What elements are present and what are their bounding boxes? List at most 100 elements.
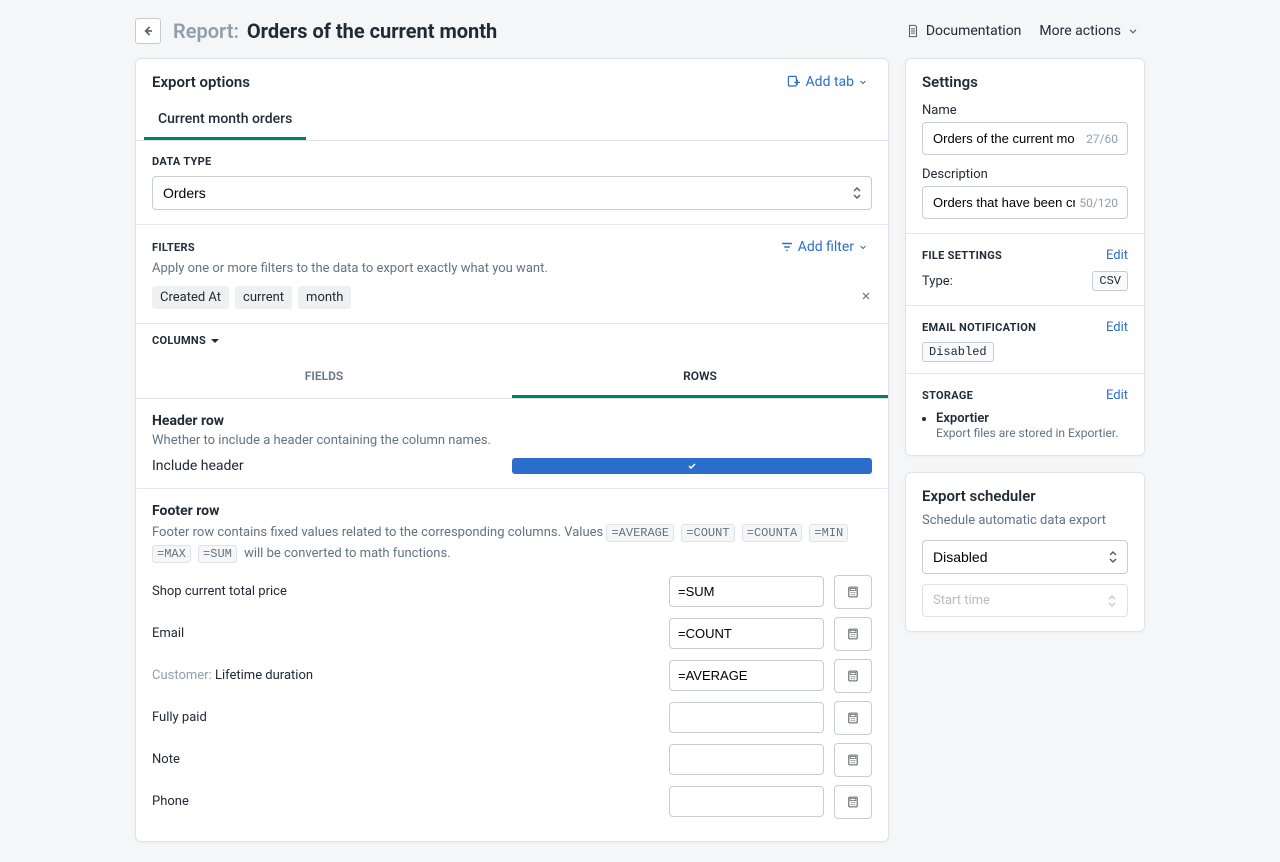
footer-field-label: Email [152, 626, 659, 641]
code-chip: =COUNT [681, 524, 734, 542]
footer-field-label: Note [152, 752, 659, 767]
description-counter: 50/120 [1079, 196, 1118, 210]
columns-toggle[interactable]: COLUMNS [136, 324, 888, 357]
remove-filter-button[interactable] [860, 290, 872, 306]
filters-label: FILTERS [152, 241, 195, 254]
fields-rows-tabs: FIELDS ROWS [136, 357, 888, 399]
documentation-label: Documentation [926, 23, 1022, 39]
email-notification-edit[interactable]: Edit [1106, 320, 1128, 335]
calculator-button[interactable] [834, 617, 872, 651]
email-notification-value: Disabled [922, 342, 994, 362]
file-settings-section: FILE SETTINGS Edit Type: CSV [906, 233, 1144, 305]
more-actions-label: More actions [1039, 23, 1121, 39]
data-type-label: DATA TYPE [152, 155, 872, 168]
calculator-icon [846, 585, 860, 599]
scheduler-title: Export scheduler [922, 487, 1128, 505]
footer-value-row: Note [152, 743, 872, 777]
storage-label: STORAGE [922, 389, 973, 402]
calculator-icon [846, 669, 860, 683]
description-label: Description [922, 167, 1128, 182]
footer-value-input[interactable] [669, 786, 824, 817]
back-button[interactable] [135, 18, 161, 44]
chevron-down-icon [858, 242, 868, 252]
header-row-block: Header row Whether to include a header c… [136, 399, 888, 488]
filter-chip[interactable]: Created At [152, 286, 229, 309]
start-time-input: Start time [922, 584, 1128, 617]
footer-value-input[interactable] [669, 660, 824, 691]
add-filter-label: Add filter [798, 239, 854, 255]
footer-field-label: Shop current total price [152, 584, 659, 599]
filter-chip[interactable]: month [298, 286, 351, 309]
email-notification-section: EMAIL NOTIFICATION Edit Disabled [906, 305, 1144, 373]
include-header-label: Include header [152, 458, 512, 474]
storage-edit[interactable]: Edit [1106, 388, 1128, 403]
page-title: Orders of the current month [247, 19, 497, 43]
storage-item-desc: Export files are stored in Exportier. [936, 426, 1118, 440]
more-actions-menu[interactable]: More actions [1039, 23, 1145, 39]
storage-item: Exportier Export files are stored in Exp… [936, 411, 1128, 441]
code-chip: =MAX [152, 545, 191, 563]
report-label: Report: [173, 19, 239, 43]
columns-section: COLUMNS FIELDS ROWS Header row Whether t… [136, 323, 888, 841]
select-arrows-icon [1107, 594, 1117, 608]
footer-value-row: Customer: Lifetime duration [152, 659, 872, 693]
footer-value-input[interactable] [669, 702, 824, 733]
calculator-button[interactable] [834, 743, 872, 777]
email-notification-label: EMAIL NOTIFICATION [922, 321, 1036, 334]
tab-rows[interactable]: ROWS [512, 357, 888, 398]
filter-chip[interactable]: current [235, 286, 292, 309]
footer-row-desc: Footer row contains fixed values related… [152, 523, 872, 565]
code-chip: =COUNTA [742, 524, 802, 542]
storage-item-title: Exportier [936, 411, 989, 426]
scheduler-select[interactable]: Disabled [922, 540, 1128, 574]
topbar: Report: Orders of the current month Docu… [135, 10, 1145, 58]
code-chip: =AVERAGE [606, 524, 674, 542]
footer-row-title: Footer row [152, 503, 872, 519]
settings-title: Settings [922, 73, 1128, 91]
chevron-down-icon [1127, 25, 1139, 37]
name-counter: 27/60 [1086, 132, 1118, 146]
scheduler-desc: Schedule automatic data export [922, 513, 1128, 528]
footer-value-input[interactable] [669, 576, 824, 607]
include-header-checkbox[interactable] [512, 458, 872, 474]
footer-value-row: Shop current total price [152, 575, 872, 609]
header-row-desc: Whether to include a header containing t… [152, 433, 872, 448]
export-tabs: Current month orders [136, 101, 888, 141]
add-filter-button[interactable]: Add filter [780, 239, 872, 255]
calculator-icon [846, 711, 860, 725]
columns-label: COLUMNS [152, 334, 206, 347]
calculator-button[interactable] [834, 785, 872, 819]
check-icon [687, 461, 697, 471]
documentation-link[interactable]: Documentation [906, 23, 1022, 39]
add-tab-button[interactable]: Add tab [786, 74, 872, 90]
tab-fields[interactable]: FIELDS [136, 357, 512, 398]
footer-value-row: Phone [152, 785, 872, 819]
filter-row: Created At current month [152, 286, 872, 309]
code-chip: =SUM [198, 545, 237, 563]
footer-row-block: Footer row Footer row contains fixed val… [136, 488, 888, 841]
footer-field-label: Phone [152, 794, 659, 809]
footer-field-label: Fully paid [152, 710, 659, 725]
file-settings-edit[interactable]: Edit [1106, 248, 1128, 263]
caret-down-icon [210, 336, 220, 346]
footer-value-input[interactable] [669, 618, 824, 649]
tab-current-month-orders[interactable]: Current month orders [144, 101, 306, 140]
filter-icon [780, 240, 794, 254]
type-value: CSV [1092, 271, 1128, 291]
storage-section: STORAGE Edit Exportier Export files are … [906, 373, 1144, 455]
name-label: Name [922, 103, 1128, 118]
add-tab-icon [786, 74, 802, 90]
header-row-title: Header row [152, 413, 872, 429]
calculator-icon [846, 627, 860, 641]
calculator-button[interactable] [834, 701, 872, 735]
footer-value-row: Email [152, 617, 872, 651]
data-type-select[interactable]: Orders [152, 176, 872, 210]
export-options-title: Export options [152, 73, 250, 91]
main-card: Export options Add tab Current month ord… [135, 58, 889, 842]
footer-value-input[interactable] [669, 744, 824, 775]
chevron-down-icon [858, 77, 868, 87]
calculator-button[interactable] [834, 659, 872, 693]
calculator-button[interactable] [834, 575, 872, 609]
calculator-icon [846, 795, 860, 809]
data-type-section: DATA TYPE Orders [136, 141, 888, 224]
